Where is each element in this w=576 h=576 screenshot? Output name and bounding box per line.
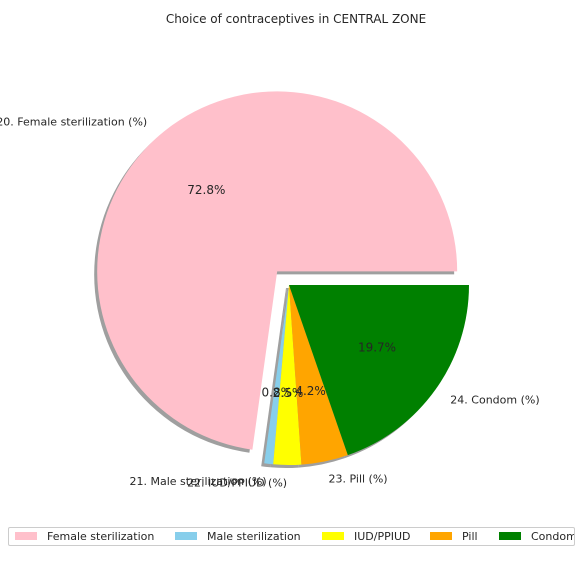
chart-title: Choice of contraceptives in CENTRAL ZONE: [166, 12, 426, 26]
legend-swatch: [15, 532, 37, 540]
slice-percent-24-condom: 19.7%: [358, 341, 396, 355]
slice-label-20-female-sterilization: 20. Female sterilization (%): [0, 116, 147, 129]
slice-percent-22-iud-ppiud: 2.5%: [273, 386, 304, 400]
legend-label: Pill: [462, 530, 478, 543]
legend-swatch: [499, 532, 521, 540]
slice-label-21-male-sterilization: 21. Male sterilization (%): [130, 475, 267, 488]
pie-slice-20-female-sterilization: [97, 91, 458, 450]
legend-swatch: [175, 532, 197, 540]
slice-percent-23-pill: 4.2%: [295, 384, 326, 398]
pie-slice-22-iud-ppiud: [273, 285, 302, 465]
slice-label-22-iud-ppiud: 22. IUD/PPIUD (%): [187, 477, 287, 490]
legend: Female sterilization Male sterilization IU…: [8, 527, 575, 546]
legend-swatch: [430, 532, 452, 540]
legend-label: Condom: [531, 530, 575, 543]
pie-slices: [97, 91, 469, 465]
slice-shadow-21-male-sterilization: [261, 288, 286, 468]
legend-label: IUD/PPIUD: [354, 530, 411, 543]
slice-percent-20-female-sterilization: 72.8%: [187, 183, 225, 197]
legend-label: Female sterilization: [47, 530, 155, 543]
slice-label-23-pill: 23. Pill (%): [329, 473, 388, 486]
legend-swatch: [322, 532, 344, 540]
percentage-labels: 72.8% 0.8%2.5%4.2% 19.7%: [187, 183, 396, 400]
legend-label: Male sterilization: [207, 530, 301, 543]
category-labels: 20. Female sterilization (%) 21. Male ste…: [0, 116, 540, 490]
slice-label-24-condom: 24. Condom (%): [450, 393, 539, 406]
pie-slice-24-condom: [289, 285, 469, 456]
slice-percent-21-male-sterilization: 0.8%: [262, 385, 293, 399]
pie-slice-21-male-sterilization: [264, 285, 289, 465]
pie-slice-23-pill: [289, 285, 348, 465]
